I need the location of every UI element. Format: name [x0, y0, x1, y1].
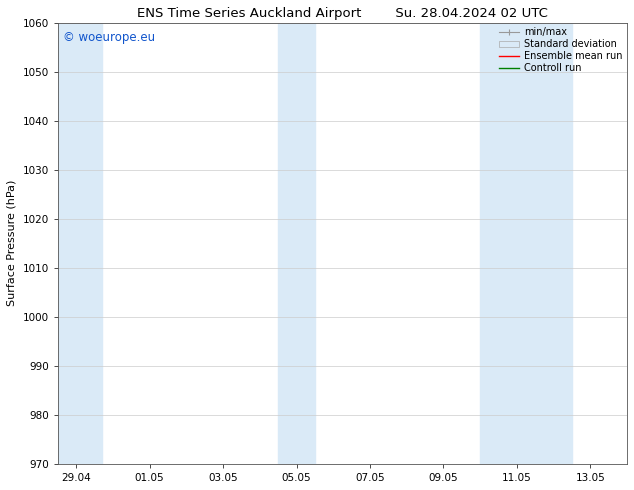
Legend: min/max, Standard deviation, Ensemble mean run, Controll run: min/max, Standard deviation, Ensemble me…: [498, 25, 624, 75]
Bar: [480, 23, 572, 464]
Text: © woeurope.eu: © woeurope.eu: [63, 31, 155, 44]
Bar: [58, 23, 102, 464]
Title: ENS Time Series Auckland Airport        Su. 28.04.2024 02 UTC: ENS Time Series Auckland Airport Su. 28.…: [137, 7, 548, 20]
Bar: [278, 23, 315, 464]
Y-axis label: Surface Pressure (hPa): Surface Pressure (hPa): [7, 180, 17, 306]
